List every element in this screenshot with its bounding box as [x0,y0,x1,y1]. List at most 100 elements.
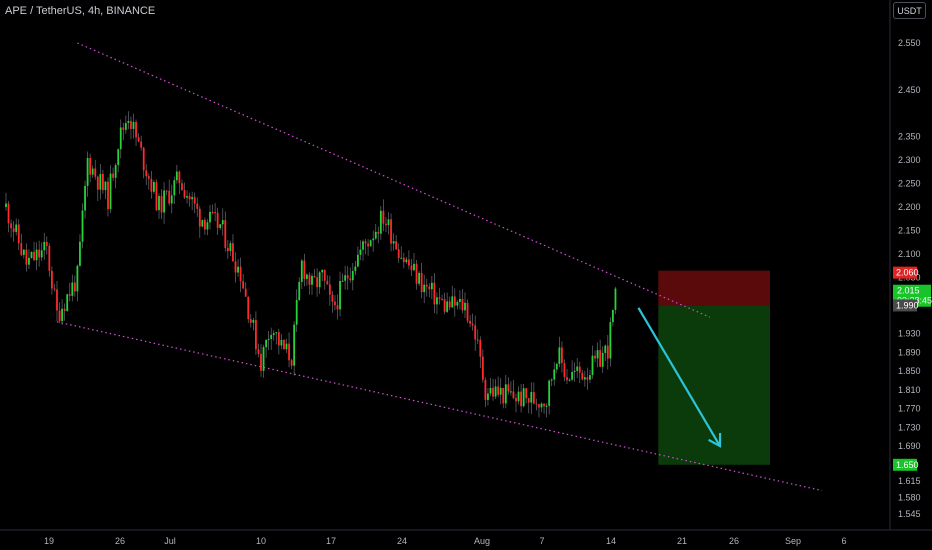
candle-body [369,240,372,247]
channel-upper-line [77,42,711,318]
candle-body [48,245,51,271]
target-price-label: 1.650 [896,460,919,470]
candle-body [290,360,293,366]
candle-body [84,185,86,211]
candle-body [464,302,466,311]
candle-body [397,249,400,259]
y-tick-label: 2.300 [898,155,921,165]
candle-body [135,121,137,138]
x-tick-label: Sep [785,536,801,546]
y-tick-label: 2.250 [898,179,921,189]
x-tick-label: 26 [115,536,125,546]
candle-body [170,195,173,204]
candle-body [22,249,25,255]
candle-body [573,370,576,373]
candle-body [43,241,46,251]
candle-body [63,308,66,311]
candle-body [165,190,168,192]
candle-body [193,197,196,204]
candle-body [441,298,443,300]
entry-price-tag [893,299,917,312]
candle-body [204,219,206,230]
candle-body [390,219,392,244]
candle-body [316,277,318,288]
candle-body [461,298,464,311]
candle-body [532,392,535,404]
candle-body [76,265,79,292]
candle-body [311,275,313,285]
candle-body [351,271,354,281]
candle-body [349,278,352,281]
y-tick-label: 2.150 [898,225,921,235]
candle-body [502,387,505,404]
candle-body [300,260,303,282]
candle-body [538,404,540,408]
candle-body [372,238,375,241]
candle-body [418,272,420,284]
candle-body [25,249,28,265]
candle-body [578,366,581,373]
candle-body [555,363,558,370]
candle-body [326,280,329,285]
candle-body [379,210,382,234]
candle-body [385,223,387,226]
candle-body [497,386,500,395]
candle-body [255,320,257,350]
candle-body [334,301,336,306]
candle-body [127,120,130,124]
candle-body [28,257,30,265]
candle-body [150,178,153,192]
candle-body [61,308,63,322]
candle-body [596,350,599,359]
candle-body [249,319,252,323]
candle-body [119,127,122,150]
candle-body [265,339,267,348]
candle-body [382,210,385,224]
currency-button[interactable]: USDT [893,2,926,19]
candle-body [211,211,214,213]
candle-body [339,281,341,310]
candle-body [188,196,191,200]
candle-body [99,173,102,190]
candle-body [415,263,418,284]
candle-body [107,181,109,210]
candle-body [591,355,594,376]
candle-body [91,168,94,175]
candle-body [492,387,494,397]
candle-body [260,353,262,371]
candle-body [558,347,561,364]
symbol-title: APE / TetherUS, 4h, BINANCE [5,5,156,17]
candle-body [214,211,216,213]
candle-body [413,263,415,271]
candle-body [499,387,502,395]
take-profit-zone [658,305,770,465]
candle-body [586,377,589,380]
candle-body [527,398,530,403]
candle-body [239,266,242,282]
candle-body [201,219,204,227]
candle-body [267,338,270,340]
candle-body [178,171,181,184]
candle-body [173,180,176,196]
candle-body [438,297,441,299]
candle-body [601,352,604,367]
y-tick-label: 1.810 [898,385,921,395]
candle-body [252,320,255,323]
candle-body [196,203,199,209]
candle-body [247,296,250,320]
candle-body [262,347,265,371]
candle-body [487,393,489,400]
candle-body [614,288,617,310]
candle-body [237,266,239,273]
candle-body [137,137,140,142]
x-tick-label: 6 [841,536,846,546]
candle-body [583,377,586,380]
y-tick-label: 2.550 [898,38,921,48]
candle-body [576,366,579,371]
candle-body [530,392,533,403]
candle-body [221,220,224,225]
y-tick-label: 1.580 [898,493,921,503]
stop-loss-zone [658,270,770,306]
x-tick-label: 26 [729,536,739,546]
